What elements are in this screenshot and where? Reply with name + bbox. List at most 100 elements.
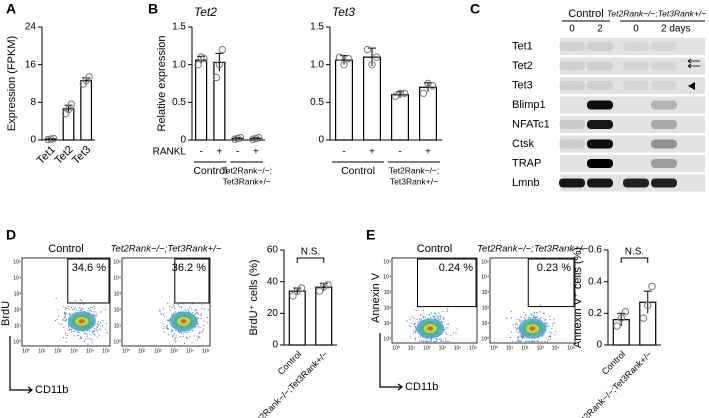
y-tick-label: 20 [267, 308, 279, 319]
flow-dot [415, 326, 417, 328]
group-label: Tet2Rank−/−; [221, 165, 272, 175]
flow-dot [429, 340, 431, 342]
flow-x-tick: 10⁵ [202, 348, 210, 354]
y-axis-label: Expression (FPKM) [6, 36, 18, 131]
flow-y-tick: 10⁰ [481, 336, 489, 342]
flow-dot [91, 330, 93, 332]
x-tick-label: + [369, 147, 375, 158]
flow-dot [529, 340, 531, 342]
flow-dot [73, 330, 75, 332]
x-tick-label: + [216, 147, 222, 158]
flow-dot [444, 329, 446, 331]
flow-dot [66, 307, 68, 310]
flow-dot [517, 327, 519, 329]
flow-dot [168, 319, 170, 322]
blot-band [587, 61, 613, 71]
flow-dot [511, 340, 514, 342]
flow-dot [455, 332, 457, 334]
flow-dot [93, 330, 95, 332]
blot-row-label: TRAP [512, 157, 541, 169]
blot-strip [560, 38, 705, 55]
flow-y-tick: 10⁵ [481, 259, 489, 265]
flow-dot [433, 315, 435, 317]
flow-dot [58, 323, 60, 325]
flow-dot [75, 309, 78, 311]
flow-dot [194, 312, 196, 315]
flow-dot [447, 308, 449, 310]
flow-dot [203, 320, 205, 322]
flow-dot [192, 329, 194, 332]
blot-band [587, 159, 613, 168]
flow-dot [192, 311, 194, 314]
flow-dot [433, 340, 435, 342]
flow-dot [409, 336, 411, 338]
flow-dot [187, 309, 189, 311]
flow-dot [86, 335, 88, 337]
blot-strip [560, 96, 705, 114]
flow-dot [163, 331, 165, 333]
flow-dot [57, 309, 59, 311]
flow-dot [172, 334, 174, 336]
flow-dot [448, 340, 450, 342]
flow-density [427, 326, 434, 331]
x-tick-label: + [253, 147, 259, 158]
flow-dot [71, 331, 73, 333]
flow-dot [76, 335, 78, 337]
data-point [49, 134, 58, 143]
blot-row-label: Tet1 [512, 40, 533, 52]
flow-dot [185, 336, 188, 339]
flow-dot [524, 314, 527, 316]
flow-y-tick: 10³ [482, 290, 490, 296]
flow-x-tick: 10¹ [38, 348, 46, 354]
flow-dot [552, 323, 554, 325]
significance-label: N.S. [301, 247, 320, 258]
flow-dot [94, 330, 96, 332]
flow-dot [192, 303, 194, 305]
flow-dot [446, 323, 448, 326]
flow-dot [96, 336, 98, 338]
flow-dot [548, 336, 550, 338]
flow-dot [98, 334, 100, 336]
flow-dot [193, 335, 195, 337]
flow-y-tick: 10³ [14, 291, 22, 297]
flow-dot [68, 312, 70, 314]
flow-y-tick: 10⁴ [481, 275, 489, 281]
flow-dot [186, 337, 188, 339]
blot-row-label: Blimp1 [512, 99, 546, 111]
flow-dot [410, 323, 412, 325]
flow-dot [521, 337, 524, 339]
flow-dot [442, 318, 444, 320]
flow-dot [180, 332, 182, 334]
flow-dot [78, 334, 80, 336]
flow-x-tick: 10¹ [506, 345, 514, 351]
y-tick-label: 40 [267, 276, 279, 287]
flow-dot [533, 311, 536, 314]
blot-header: Tet2Rank−/−;Tet3Rank+/− [607, 8, 706, 18]
flow-dot [97, 320, 99, 323]
flow-dot [553, 318, 555, 320]
blot-band [651, 159, 677, 168]
bar [315, 286, 333, 346]
flow-dot [530, 314, 533, 316]
flow-dot [456, 328, 458, 330]
flow-dot [206, 317, 208, 319]
flow-dot [94, 334, 96, 336]
flow-dot [80, 309, 83, 311]
flow-dot [553, 322, 556, 324]
flow-title: Tet2Rank−/−;Tet3Rank+/− [477, 244, 588, 255]
flow-dot [169, 309, 171, 311]
flow-dot [199, 336, 201, 338]
panel-letter: E [366, 227, 375, 243]
flow-dot [198, 332, 201, 334]
flow-dot [434, 340, 437, 342]
data-point [297, 284, 306, 292]
flow-dot [80, 300, 83, 302]
flow-dot [420, 318, 422, 320]
flow-dot [64, 317, 66, 319]
flow-y-tick: 10² [482, 306, 490, 312]
flow-dot [530, 340, 532, 342]
flow-dot [549, 319, 551, 321]
blot-band [559, 178, 585, 188]
flow-density [78, 319, 85, 324]
